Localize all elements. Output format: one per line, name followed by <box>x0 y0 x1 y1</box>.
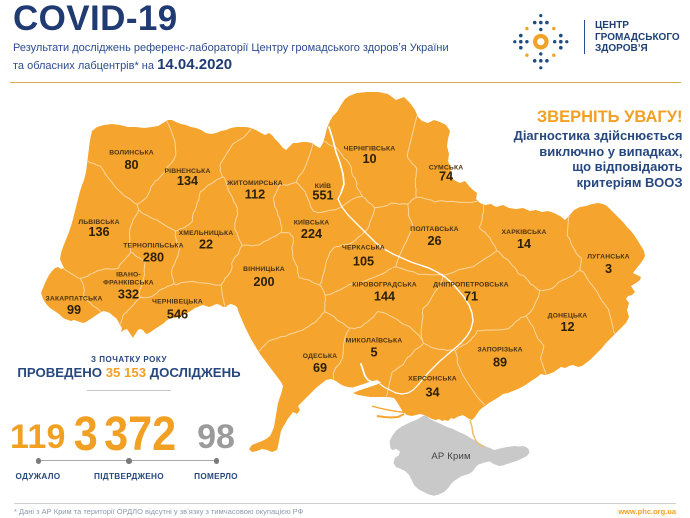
svg-text:14: 14 <box>517 237 531 251</box>
svg-text:ПОЛТАВСЬКА: ПОЛТАВСЬКА <box>410 226 458 233</box>
svg-text:71: 71 <box>464 290 478 304</box>
svg-text:89: 89 <box>493 356 507 370</box>
svg-text:551: 551 <box>312 189 333 203</box>
svg-text:74: 74 <box>439 170 453 184</box>
svg-text:ЧЕРНІГІВСЬКА: ЧЕРНІГІВСЬКА <box>344 146 396 153</box>
svg-text:ЗАПОРІЗЬКА: ЗАПОРІЗЬКА <box>477 347 522 354</box>
svg-text:ХМЕЛЬНИЦЬКА: ХМЕЛЬНИЦЬКА <box>179 230 234 237</box>
svg-text:105: 105 <box>353 255 374 269</box>
svg-text:136: 136 <box>88 225 109 239</box>
svg-text:200: 200 <box>253 275 274 289</box>
svg-text:ЧЕРНІВЕЦЬКА: ЧЕРНІВЕЦЬКА <box>152 299 203 306</box>
svg-text:144: 144 <box>374 290 395 304</box>
svg-text:99: 99 <box>67 303 81 317</box>
svg-text:10: 10 <box>362 152 376 166</box>
svg-text:224: 224 <box>301 227 322 241</box>
svg-text:ЧЕРКАСЬКА: ЧЕРКАСЬКА <box>342 245 385 252</box>
svg-text:ВІННИЦЬКА: ВІННИЦЬКА <box>243 266 285 273</box>
svg-text:546: 546 <box>167 308 188 322</box>
svg-text:ІВАНО-: ІВАНО- <box>116 272 141 279</box>
svg-text:ОДЕСЬКА: ОДЕСЬКА <box>303 353 337 360</box>
svg-text:ЗАКАРПАТСЬКА: ЗАКАРПАТСЬКА <box>45 296 102 303</box>
svg-text:ХАРКІВСЬКА: ХАРКІВСЬКА <box>501 229 546 236</box>
svg-text:280: 280 <box>143 250 164 264</box>
svg-text:22: 22 <box>199 237 213 251</box>
svg-text:ТЕРНОПІЛЬСЬКА: ТЕРНОПІЛЬСЬКА <box>123 243 183 250</box>
svg-text:3: 3 <box>605 262 612 276</box>
svg-text:ДНІПРОПЕТРОВСЬКА: ДНІПРОПЕТРОВСЬКА <box>433 282 508 289</box>
svg-text:ФРАНКІВСЬКА: ФРАНКІВСЬКА <box>103 280 154 287</box>
svg-text:КИЇВ: КИЇВ <box>315 182 331 190</box>
svg-text:АР Крим: АР Крим <box>431 451 470 462</box>
svg-text:26: 26 <box>427 234 441 248</box>
svg-text:332: 332 <box>118 288 139 302</box>
svg-text:ДОНЕЦЬКА: ДОНЕЦЬКА <box>548 313 588 320</box>
svg-text:КИЇВСЬКА: КИЇВСЬКА <box>294 218 330 226</box>
svg-text:МИКОЛАЇВСЬКА: МИКОЛАЇВСЬКА <box>346 337 403 345</box>
svg-text:112: 112 <box>245 188 265 202</box>
svg-text:КІРОВОГРАДСЬКА: КІРОВОГРАДСЬКА <box>352 282 417 289</box>
svg-text:ХЕРСОНСЬКА: ХЕРСОНСЬКА <box>408 376 457 383</box>
svg-text:РІВНЕНСЬКА: РІВНЕНСЬКА <box>164 168 210 175</box>
svg-text:134: 134 <box>177 174 198 188</box>
svg-text:12: 12 <box>560 320 574 334</box>
svg-text:ЖИТОМИРСЬКА: ЖИТОМИРСЬКА <box>226 180 283 187</box>
svg-text:ЛУГАНСЬКА: ЛУГАНСЬКА <box>587 254 629 261</box>
svg-text:80: 80 <box>124 158 138 172</box>
svg-text:5: 5 <box>370 346 377 360</box>
svg-text:ЛЬВІВСЬКА: ЛЬВІВСЬКА <box>78 219 119 226</box>
svg-text:СУМСЬКА: СУМСЬКА <box>429 165 464 172</box>
svg-text:69: 69 <box>313 361 327 375</box>
svg-text:34: 34 <box>425 386 439 400</box>
svg-text:ВОЛИНСЬКА: ВОЛИНСЬКА <box>109 150 154 157</box>
